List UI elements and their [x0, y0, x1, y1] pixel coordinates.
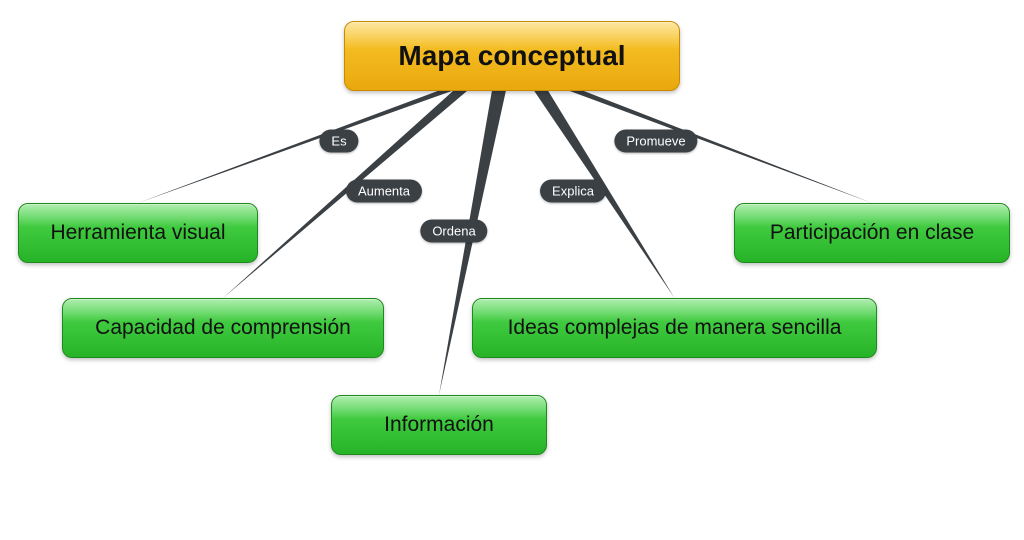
child-node: Información	[331, 395, 547, 455]
edge-label: Es	[319, 130, 358, 153]
node-label: Mapa conceptual	[398, 40, 625, 72]
node-label: Información	[384, 413, 494, 437]
node-label: Herramienta visual	[50, 221, 225, 245]
child-node: Herramienta visual	[18, 203, 258, 263]
edge	[223, 91, 467, 298]
edge-label: Aumenta	[346, 180, 422, 203]
node-label: Participación en clase	[770, 221, 974, 245]
child-node: Ideas complejas de manera sencilla	[472, 298, 877, 358]
root-node: Mapa conceptual	[344, 21, 680, 91]
edge-label: Promueve	[614, 130, 697, 153]
node-label: Capacidad de comprensión	[95, 316, 351, 340]
edge-label: Explica	[540, 180, 606, 203]
child-node: Capacidad de comprensión	[62, 298, 384, 358]
node-label: Ideas complejas de manera sencilla	[508, 316, 842, 340]
child-node: Participación en clase	[734, 203, 1010, 263]
edge-label: Ordena	[420, 220, 487, 243]
